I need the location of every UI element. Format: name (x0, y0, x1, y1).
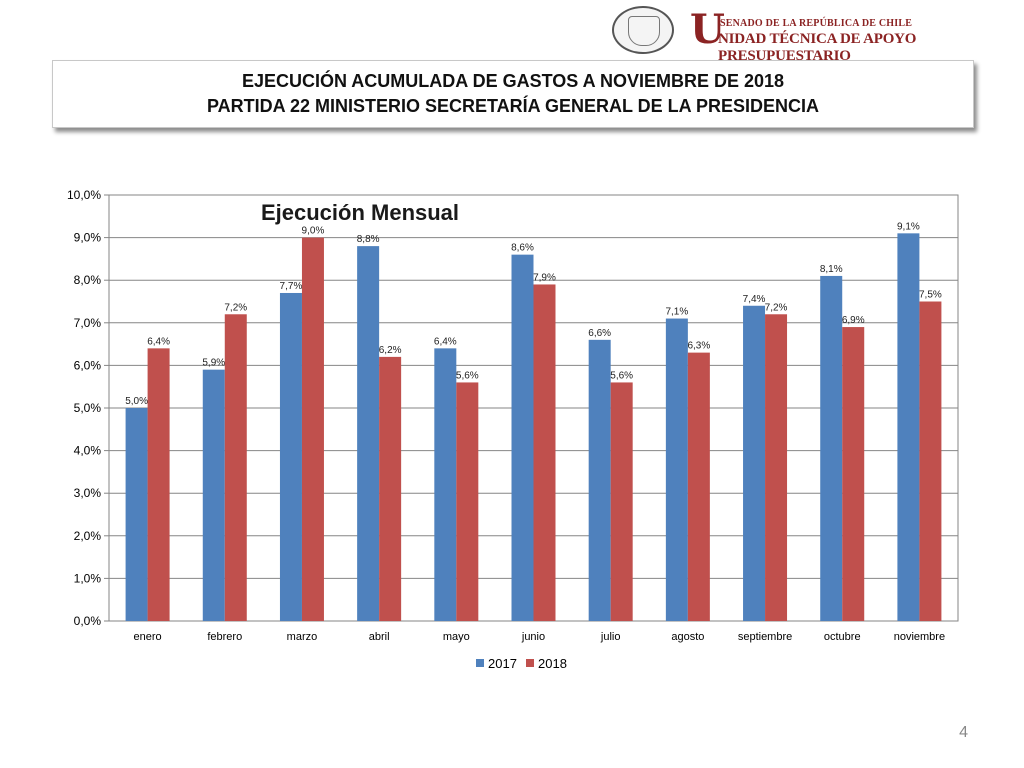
bar-2017-noviembre (897, 233, 920, 621)
bar-2017-mayo (434, 348, 457, 621)
seal-shield-icon (628, 16, 660, 46)
legend-swatch-2017 (476, 659, 484, 667)
x-tick-label: septiembre (738, 631, 792, 643)
y-tick-label: 6,0% (74, 358, 102, 372)
y-tick-label: 4,0% (74, 444, 102, 458)
data-label-2017-abril: 8,8% (357, 234, 380, 245)
data-label-2017-octubre: 8,1% (820, 264, 843, 275)
y-tick-label: 8,0% (74, 273, 102, 287)
slide-title-box: EJECUCIÓN ACUMULADA DE GASTOS A NOVIEMBR… (52, 60, 974, 128)
data-label-2017-julio: 6,6% (588, 328, 611, 339)
y-tick-label: 7,0% (74, 316, 102, 330)
bar-2018-noviembre (919, 301, 942, 621)
legend-label-2017: 2017 (488, 656, 517, 671)
chart-title: Ejecución Mensual (261, 200, 459, 225)
data-label-2018-octubre: 6,9% (842, 315, 865, 326)
bar-2017-julio (588, 339, 611, 621)
bar-2017-marzo (279, 292, 302, 621)
page-number: 4 (959, 724, 968, 741)
x-tick-label: mayo (443, 631, 470, 643)
bar-2017-abril (357, 246, 380, 621)
bar-2017-agosto (665, 318, 688, 621)
data-label-2018-febrero: 7,2% (224, 302, 247, 313)
bar-2017-septiembre (743, 305, 766, 621)
x-tick-label: abril (369, 631, 390, 643)
data-label-2017-septiembre: 7,4% (743, 294, 766, 305)
bar-2018-mayo (456, 382, 479, 621)
bar-2018-enero (147, 348, 170, 621)
data-label-2018-enero: 6,4% (147, 336, 170, 347)
brand-initial: U (690, 6, 725, 53)
data-label-2018-mayo: 5,6% (456, 370, 479, 381)
y-tick-label: 10,0% (67, 188, 101, 202)
y-tick-label: 1,0% (74, 571, 102, 585)
legend-label-2018: 2018 (538, 656, 567, 671)
slide-title-line1: EJECUCIÓN ACUMULADA DE GASTOS A NOVIEMBR… (241, 71, 785, 91)
bar-2017-octubre (820, 275, 843, 621)
x-tick-label: noviembre (894, 631, 945, 643)
bar-2017-enero (125, 408, 148, 621)
data-label-2018-noviembre: 7,5% (919, 290, 942, 301)
bar-2018-julio (610, 382, 633, 621)
x-tick-label: junio (521, 631, 545, 643)
bar-2018-abril (379, 356, 402, 621)
x-tick-label: enero (134, 631, 162, 643)
data-label-2017-agosto: 7,1% (665, 307, 688, 318)
y-tick-label: 3,0% (74, 486, 102, 500)
y-tick-label: 0,0% (74, 614, 102, 628)
bar-2017-febrero (202, 369, 225, 621)
x-tick-label: agosto (671, 631, 704, 643)
data-label-2018-abril: 6,2% (379, 345, 402, 356)
data-label-2017-febrero: 5,9% (202, 358, 225, 369)
slide-title-line2: PARTIDA 22 MINISTERIO SECRETARÍA GENERAL… (206, 96, 820, 116)
x-tick-label: julio (600, 631, 621, 643)
bar-2018-marzo (301, 237, 324, 621)
x-tick-label: febrero (207, 631, 242, 643)
bar-2018-septiembre (765, 314, 788, 621)
bar-2018-junio (533, 284, 556, 621)
y-tick-label: 9,0% (74, 231, 102, 245)
data-label-2017-marzo: 7,7% (280, 281, 303, 292)
data-label-2017-noviembre: 9,1% (897, 221, 920, 232)
data-label-2018-septiembre: 7,2% (765, 302, 788, 313)
data-label-2018-agosto: 6,3% (687, 341, 710, 352)
bar-2018-agosto (687, 352, 710, 621)
bar-2018-octubre (842, 327, 865, 621)
x-tick-label: marzo (287, 631, 318, 643)
data-label-2018-marzo: 9,0% (302, 226, 325, 237)
legend-swatch-2018 (526, 659, 534, 667)
data-label-2017-junio: 8,6% (511, 243, 534, 254)
brand-top-text: SENADO DE LA REPÚBLICA DE CHILE (720, 18, 913, 29)
bar-2017-junio (511, 254, 534, 621)
y-tick-label: 5,0% (74, 401, 102, 415)
bar-2018-febrero (224, 314, 247, 621)
data-label-2017-enero: 5,0% (125, 396, 148, 407)
y-tick-label: 2,0% (74, 529, 102, 543)
data-label-2018-junio: 7,9% (533, 272, 556, 283)
data-label-2017-mayo: 6,4% (434, 336, 457, 347)
senate-seal-icon (612, 6, 674, 54)
data-label-2018-julio: 5,6% (610, 370, 633, 381)
x-tick-label: octubre (824, 631, 861, 643)
